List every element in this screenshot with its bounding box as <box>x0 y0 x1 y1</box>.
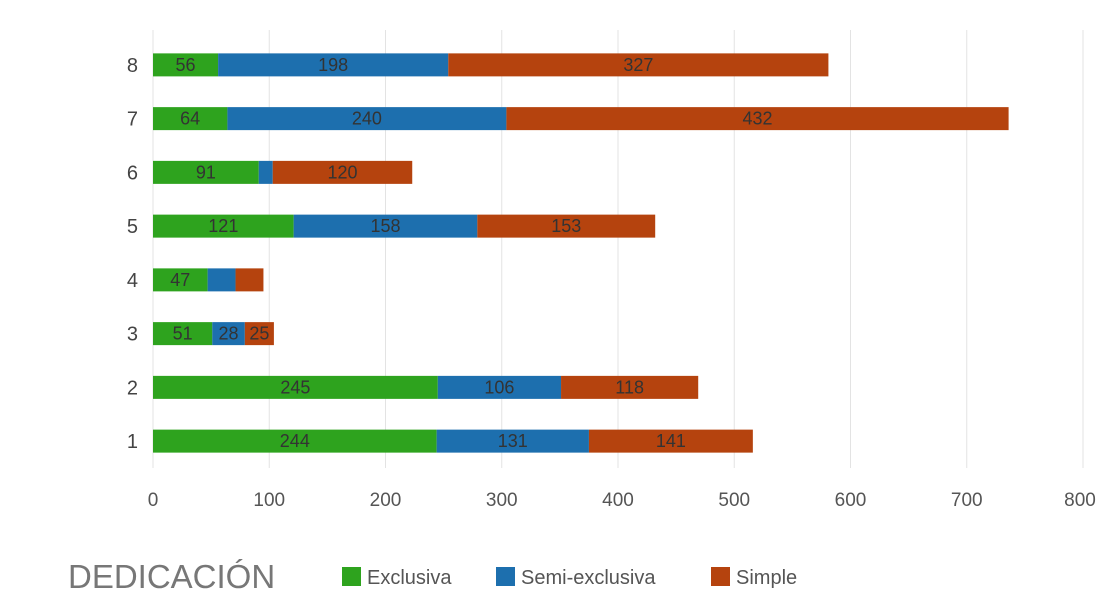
legend-swatch <box>711 567 730 586</box>
bar-segment <box>437 375 562 399</box>
category-labels: 1 2 3 4 5 6 7 8 <box>127 55 138 453</box>
bar-segment <box>588 429 753 453</box>
bar-segment <box>153 268 208 292</box>
data-label: 91 <box>196 162 216 182</box>
x-tick-label: 200 <box>370 490 402 511</box>
bar-segment <box>244 322 274 346</box>
bar-segment <box>207 268 236 292</box>
bar-segment <box>153 107 228 131</box>
data-label: 240 <box>352 109 382 129</box>
data-label: 28 <box>219 324 239 344</box>
data-label: 121 <box>208 216 238 236</box>
data-label: 327 <box>623 55 653 75</box>
category-label: 5 <box>127 216 138 238</box>
data-label: 245 <box>280 377 310 397</box>
category-label: 8 <box>127 55 138 77</box>
data-label: 47 <box>170 270 190 290</box>
bar-segment <box>477 214 656 238</box>
legend-swatch <box>342 567 361 586</box>
x-tick-label: 500 <box>718 490 750 511</box>
gridlines <box>152 30 1084 468</box>
category-label: 7 <box>127 109 138 131</box>
data-label: 106 <box>484 377 514 397</box>
data-label: 120 <box>327 162 357 182</box>
bar-segment <box>153 322 213 346</box>
data-label: 56 <box>176 55 196 75</box>
x-tick-label: 400 <box>602 490 634 511</box>
bar-segment <box>506 107 1009 131</box>
x-tick-labels: 0 100 200 300 400 500 600 700 800 <box>148 490 1096 511</box>
x-tick-label: 0 <box>148 490 159 511</box>
bar-segment <box>561 375 699 399</box>
bars <box>153 53 1009 453</box>
bar-segment <box>235 268 264 292</box>
category-label: 4 <box>127 270 138 292</box>
bar-segment <box>153 375 438 399</box>
bar-segment <box>153 160 259 184</box>
legend-entry: Exclusiva <box>367 567 452 589</box>
data-label: 64 <box>180 109 200 129</box>
category-label: 6 <box>127 162 138 184</box>
bar-segment <box>436 429 589 453</box>
x-tick-label: 800 <box>1064 490 1096 511</box>
category-label: 2 <box>127 377 138 399</box>
legend-title: DEDICACIÓN <box>68 558 275 595</box>
legend-entry: Semi-exclusiva <box>521 567 656 589</box>
data-label: 198 <box>318 55 348 75</box>
data-label: 141 <box>656 431 686 451</box>
legend-entry: Simple <box>736 567 797 589</box>
category-label: 3 <box>127 324 138 346</box>
x-tick-label: 700 <box>951 490 983 511</box>
bar-segment <box>153 53 219 77</box>
data-label: 51 <box>173 324 193 344</box>
bar-segment <box>153 429 437 453</box>
data-label: 118 <box>615 377 644 397</box>
data-labels: 244 131 141 245 106 118 51 28 25 47 121 158 153 91 120… <box>170 55 772 451</box>
bar-segment <box>227 107 507 131</box>
x-tick-label: 100 <box>253 490 285 511</box>
bar-segment <box>212 322 245 346</box>
data-label: 131 <box>498 431 528 451</box>
bar-segment <box>258 160 273 184</box>
bar-segment <box>272 160 413 184</box>
bar-segment <box>153 214 294 238</box>
category-label: 1 <box>127 431 138 453</box>
legend: DEDICACIÓN Exclusiva Semi-exclusiva Simple <box>68 558 797 595</box>
data-label: 25 <box>249 324 269 344</box>
bar-segment <box>218 53 449 77</box>
x-tick-label: 300 <box>486 490 518 511</box>
data-label: 432 <box>742 109 772 129</box>
bar-segment <box>448 53 829 77</box>
legend-swatch <box>496 567 515 586</box>
data-label: 244 <box>280 431 310 451</box>
bar-segment <box>293 214 478 238</box>
data-label: 153 <box>551 216 581 236</box>
data-label: 158 <box>370 216 400 236</box>
x-tick-label: 600 <box>835 490 867 511</box>
